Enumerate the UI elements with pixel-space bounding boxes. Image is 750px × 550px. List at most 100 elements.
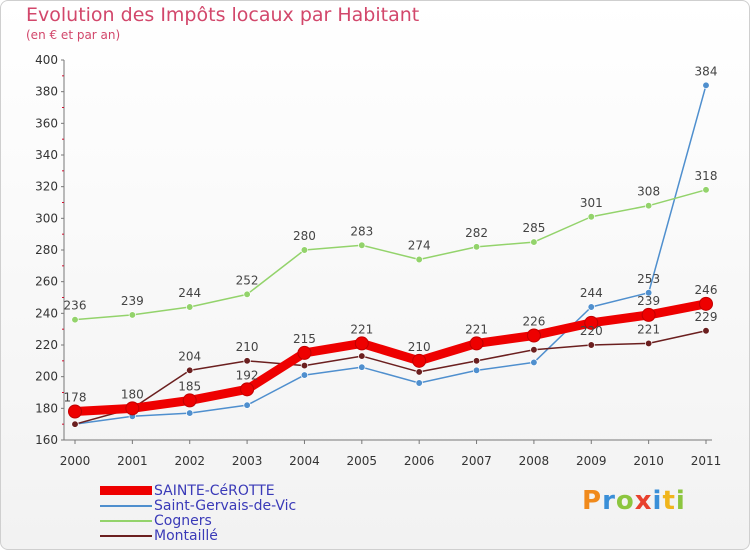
x-tick-label: 2001 bbox=[117, 454, 148, 468]
legend-item: Cogners bbox=[100, 513, 296, 529]
data-point bbox=[530, 238, 538, 246]
data-label: 274 bbox=[408, 239, 431, 253]
data-label: 220 bbox=[580, 324, 603, 338]
y-tick-label: 400 bbox=[35, 53, 58, 67]
series-line bbox=[74, 189, 707, 321]
data-label: 308 bbox=[637, 185, 660, 199]
series-line bbox=[74, 84, 707, 425]
data-point bbox=[354, 336, 369, 351]
data-point bbox=[71, 420, 79, 428]
chart-title: Evolution des Impôts locaux par Habitant bbox=[26, 4, 420, 26]
data-label: 239 bbox=[121, 294, 144, 308]
data-point bbox=[186, 366, 194, 374]
data-label: 185 bbox=[178, 379, 201, 393]
data-label: 280 bbox=[293, 229, 316, 243]
data-point bbox=[644, 202, 653, 210]
data-point bbox=[358, 352, 366, 360]
data-label: 210 bbox=[408, 340, 431, 354]
legend-label: Montaillé bbox=[154, 527, 218, 544]
chart-subtitle: (en € et par an) bbox=[26, 28, 121, 42]
series-lines bbox=[68, 81, 713, 428]
data-point bbox=[530, 346, 538, 354]
data-point bbox=[702, 327, 710, 335]
series-line bbox=[70, 299, 711, 416]
data-point bbox=[472, 357, 481, 365]
data-label: 204 bbox=[178, 349, 201, 363]
x-tick-label: 2009 bbox=[576, 454, 607, 468]
data-point bbox=[68, 404, 82, 419]
proxiti-logo: Proxiti bbox=[582, 486, 686, 516]
legend-item: Montaillé bbox=[100, 527, 296, 544]
data-label: 244 bbox=[178, 286, 201, 300]
data-point bbox=[297, 345, 312, 360]
data-point bbox=[415, 379, 423, 387]
data-point bbox=[243, 290, 251, 298]
x-tick-label: 2005 bbox=[347, 454, 378, 468]
data-point bbox=[358, 241, 366, 249]
x-tick-label: 2002 bbox=[174, 454, 205, 468]
data-label: 180 bbox=[121, 387, 144, 401]
data-label: 252 bbox=[236, 273, 259, 287]
y-tick-label: 180 bbox=[35, 401, 58, 415]
data-point bbox=[526, 328, 541, 343]
data-label: 221 bbox=[465, 322, 488, 336]
y-tick-label: 320 bbox=[35, 180, 58, 194]
data-label: 318 bbox=[695, 169, 718, 183]
data-point bbox=[358, 363, 366, 371]
y-tick-label: 240 bbox=[35, 306, 58, 320]
x-tick-label: 2006 bbox=[404, 454, 435, 468]
y-tick-label: 280 bbox=[35, 243, 58, 257]
data-label: 178 bbox=[64, 391, 87, 405]
data-label: 226 bbox=[522, 315, 545, 329]
legend-swatch bbox=[100, 504, 152, 507]
axes: 160 180 200 220 240 260 280 300 320 340 360 380 400 2… bbox=[35, 53, 721, 468]
y-tick-label: 340 bbox=[35, 148, 58, 162]
data-label: 246 bbox=[695, 283, 718, 297]
y-tick-label: 360 bbox=[35, 116, 58, 130]
data-label: 239 bbox=[637, 294, 660, 308]
data-point bbox=[243, 401, 251, 409]
data-label: 301 bbox=[580, 196, 603, 210]
y-tick-label: 380 bbox=[35, 85, 58, 99]
data-point bbox=[71, 316, 79, 324]
legend-label: Saint-Gervais-de-Vic bbox=[154, 497, 297, 514]
data-point bbox=[641, 307, 656, 322]
y-tick-label: 200 bbox=[35, 370, 58, 384]
data-label: 215 bbox=[293, 332, 316, 346]
data-point bbox=[412, 353, 427, 368]
data-point bbox=[128, 311, 137, 319]
data-point bbox=[472, 243, 481, 251]
data-point bbox=[300, 246, 309, 254]
data-label: 282 bbox=[465, 226, 488, 240]
data-label: 384 bbox=[695, 64, 718, 78]
data-point bbox=[240, 382, 255, 397]
data-point bbox=[415, 255, 423, 264]
data-label: 221 bbox=[637, 322, 660, 336]
data-label: 236 bbox=[64, 299, 87, 313]
data-point bbox=[644, 289, 653, 297]
legend-swatch bbox=[100, 519, 152, 522]
data-point bbox=[182, 393, 197, 408]
legend-item: SAINTE-CéROTTE bbox=[100, 483, 296, 499]
data-point bbox=[644, 339, 653, 348]
y-tick-label: 160 bbox=[35, 433, 58, 447]
series-line bbox=[74, 330, 707, 425]
data-label: 192 bbox=[236, 368, 259, 382]
data-point bbox=[587, 341, 595, 349]
data-point bbox=[300, 361, 309, 370]
data-point bbox=[469, 336, 484, 351]
x-tick-label: 2003 bbox=[232, 454, 263, 468]
x-tick-label: 2011 bbox=[691, 454, 722, 468]
data-point bbox=[702, 186, 710, 194]
data-label: 221 bbox=[350, 322, 373, 336]
data-label: 253 bbox=[637, 272, 660, 286]
x-tick-label: 2000 bbox=[60, 454, 91, 468]
data-labels: 244 253 384 236 239 244 252 280 283 274 282 285 301 3… bbox=[64, 64, 718, 404]
y-tick-label: 260 bbox=[35, 275, 58, 289]
x-tick-label: 2010 bbox=[633, 454, 664, 468]
data-point bbox=[699, 296, 713, 311]
x-tick-label: 2008 bbox=[519, 454, 550, 468]
data-label: 244 bbox=[580, 286, 603, 300]
